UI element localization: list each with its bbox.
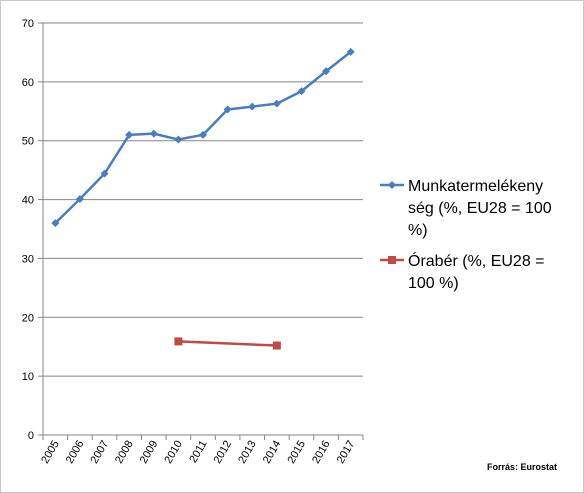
legend-label-1-line-3: %) bbox=[408, 222, 428, 239]
x-tick-label-2016: 2016 bbox=[310, 439, 333, 466]
y-tick-label-20: 20 bbox=[22, 312, 34, 324]
series-1-point-2008 bbox=[125, 130, 134, 139]
series-1-point-2010 bbox=[174, 135, 183, 144]
series-line-2 bbox=[178, 340, 277, 347]
x-tick-label-2007: 2007 bbox=[89, 439, 112, 466]
x-tick-label-2015: 2015 bbox=[285, 439, 308, 466]
x-tick-label-2010: 2010 bbox=[162, 439, 185, 466]
x-tick-label-2005: 2005 bbox=[39, 439, 62, 466]
x-tick-label-2012: 2012 bbox=[212, 439, 235, 466]
legend-label-2-line-1: Órabér (%, EU28 = bbox=[408, 251, 545, 270]
legend-marker-1 bbox=[388, 181, 396, 189]
y-tick-labels: 0 10 20 30 40 50 60 70 bbox=[22, 18, 34, 442]
y-tick-label-40: 40 bbox=[22, 195, 34, 207]
x-tick-labels: 2005 2006 2007 2008 2009 2010 2011 2012 2013 2014… bbox=[39, 439, 357, 466]
series-1-point-2013 bbox=[248, 102, 257, 111]
y-tick-label-50: 50 bbox=[22, 136, 34, 148]
x-tick-label-2008: 2008 bbox=[113, 439, 136, 466]
x-tick-label-2009: 2009 bbox=[138, 439, 161, 466]
legend-marker-2 bbox=[388, 256, 396, 264]
y-tick-label-60: 60 bbox=[22, 77, 34, 89]
series-1-point-2005 bbox=[51, 219, 60, 228]
series-1-point-2011 bbox=[199, 130, 207, 139]
series-2-point-2010 bbox=[174, 337, 183, 346]
gridlines bbox=[43, 22, 363, 377]
legend-label-1-line-1: Munkatermelékeny bbox=[408, 178, 543, 195]
axes bbox=[38, 22, 364, 440]
legend: Munkatermelékeny ség (%, EU28 = 100%) Órab… bbox=[380, 178, 552, 292]
series-1-point-2014 bbox=[272, 99, 281, 108]
x-tick-label-2014: 2014 bbox=[261, 439, 284, 466]
x-tick-label-2013: 2013 bbox=[236, 439, 259, 466]
series-1-point-2017 bbox=[346, 47, 355, 56]
series-1-point-2007 bbox=[100, 169, 109, 178]
series-1-point-2006 bbox=[75, 194, 84, 203]
y-tick-label-70: 70 bbox=[22, 18, 34, 30]
legend-label-1-line-2: ség (%, EU28 = 100 bbox=[408, 200, 552, 217]
y-tick-label-10: 10 bbox=[22, 371, 34, 383]
x-tick-label-2011: 2011 bbox=[187, 439, 209, 465]
x-tick-label-2017: 2017 bbox=[335, 439, 358, 466]
y-tick-label-0: 0 bbox=[28, 430, 34, 442]
series-group bbox=[51, 47, 355, 350]
source-note: Forrás: Eurostat bbox=[487, 462, 557, 472]
series-1-point-2009 bbox=[149, 129, 158, 138]
x-tick-label-2006: 2006 bbox=[64, 439, 87, 466]
y-tick-label-30: 30 bbox=[22, 253, 34, 265]
series-1-point-2016 bbox=[322, 67, 331, 76]
series-1-point-2015 bbox=[297, 87, 306, 96]
series-2-point-2014 bbox=[272, 341, 281, 350]
series-1-point-2012 bbox=[223, 105, 232, 114]
legend-label-2-line-2: 100 %) bbox=[408, 275, 459, 292]
